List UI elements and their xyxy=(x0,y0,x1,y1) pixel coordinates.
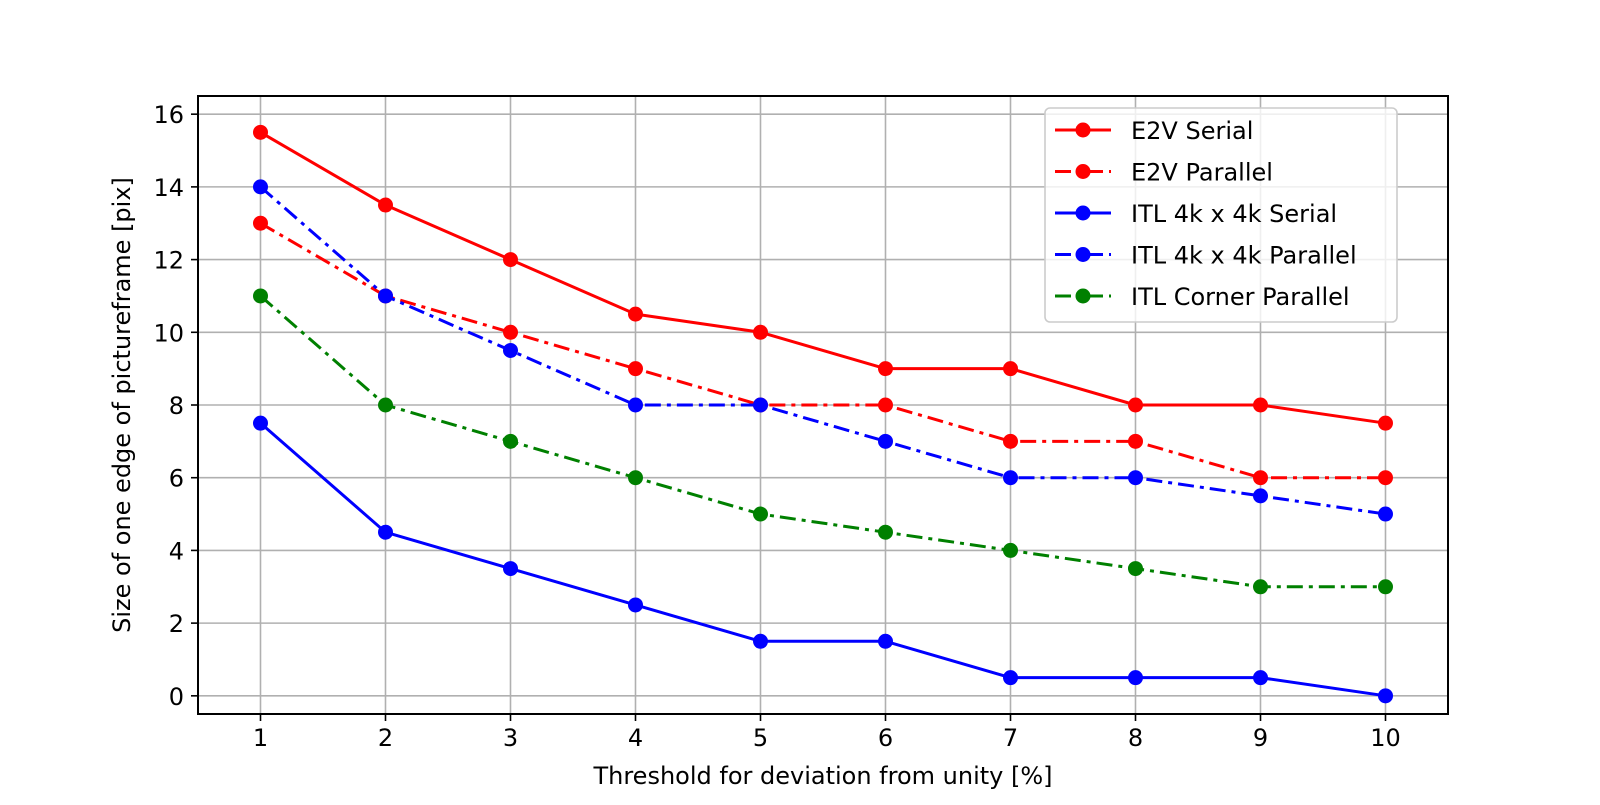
data-point xyxy=(253,179,268,195)
x-tick-label: 9 xyxy=(1253,724,1268,752)
y-tick-label: 16 xyxy=(153,101,184,129)
y-tick-label: 0 xyxy=(169,683,184,711)
data-point xyxy=(1253,488,1268,504)
legend-marker xyxy=(1075,164,1091,179)
legend-label: E2V Serial xyxy=(1131,117,1253,145)
data-point xyxy=(253,415,268,431)
data-point xyxy=(1128,470,1143,486)
data-point xyxy=(1003,542,1018,558)
data-point xyxy=(878,633,893,649)
data-point xyxy=(753,324,768,340)
data-point xyxy=(378,288,393,304)
data-point xyxy=(628,470,643,486)
legend-item: ITL 4k x 4k Serial xyxy=(1055,200,1337,228)
y-tick-label: 10 xyxy=(153,319,184,347)
data-point xyxy=(628,597,643,613)
data-point xyxy=(1128,670,1143,686)
legend-item: ITL 4k x 4k Parallel xyxy=(1055,242,1357,270)
data-point xyxy=(1128,433,1143,449)
data-point xyxy=(878,433,893,449)
data-point xyxy=(503,252,518,268)
y-tick-label: 6 xyxy=(169,465,184,493)
y-tick-label: 4 xyxy=(169,537,184,565)
legend-label: E2V Parallel xyxy=(1131,159,1273,187)
legend-item: ITL Corner Parallel xyxy=(1055,283,1350,311)
y-axis-label: Size of one edge of pictureframe [pix] xyxy=(108,177,136,633)
data-point xyxy=(1003,361,1018,377)
legend-marker xyxy=(1075,247,1091,262)
series-4 xyxy=(253,179,1393,522)
series-1 xyxy=(253,124,1393,431)
data-point xyxy=(1128,397,1143,413)
data-point xyxy=(1003,433,1018,449)
y-tick-label: 14 xyxy=(153,174,184,202)
data-point xyxy=(378,397,393,413)
data-point xyxy=(753,397,768,413)
data-point xyxy=(628,306,643,322)
data-point xyxy=(628,361,643,377)
data-point xyxy=(1128,561,1143,577)
series-line xyxy=(259,422,1386,698)
data-point xyxy=(253,288,268,304)
series-line xyxy=(259,294,1386,589)
legend-marker xyxy=(1075,288,1091,304)
data-point xyxy=(878,397,893,413)
y-tick-label: 2 xyxy=(169,610,184,638)
x-tick-label: 7 xyxy=(1003,724,1018,752)
data-point xyxy=(1003,470,1018,486)
data-point xyxy=(1378,688,1393,704)
y-tick-label: 8 xyxy=(169,392,184,420)
series-layer xyxy=(253,124,1393,704)
data-point xyxy=(1378,579,1393,595)
data-point xyxy=(753,633,768,649)
data-point xyxy=(378,197,393,213)
x-tick-label: 8 xyxy=(1128,724,1143,752)
data-point xyxy=(628,397,643,413)
data-point xyxy=(378,524,393,540)
data-point xyxy=(878,524,893,540)
data-point xyxy=(1253,670,1268,686)
data-point xyxy=(1253,579,1268,595)
data-point xyxy=(1253,397,1268,413)
data-point xyxy=(253,124,268,140)
x-tick-label: 4 xyxy=(628,724,643,752)
x-tick-label: 5 xyxy=(753,724,768,752)
legend-marker xyxy=(1075,122,1091,138)
x-tick-label: 10 xyxy=(1370,724,1401,752)
legend-label: ITL Corner Parallel xyxy=(1131,283,1350,311)
x-tick-label: 6 xyxy=(878,724,893,752)
series-line xyxy=(259,131,1386,425)
legend-item: E2V Serial xyxy=(1055,117,1253,145)
x-tick-label: 3 xyxy=(503,724,518,752)
data-point xyxy=(1378,470,1393,486)
data-point xyxy=(503,324,518,340)
legend-marker xyxy=(1075,205,1091,221)
x-tick-label: 1 xyxy=(253,724,268,752)
series-5 xyxy=(253,288,1393,595)
data-point xyxy=(878,361,893,377)
data-point xyxy=(1378,506,1393,522)
x-axis-label: Threshold for deviation from unity [%] xyxy=(592,762,1052,790)
legend-item: E2V Parallel xyxy=(1055,159,1273,187)
data-point xyxy=(1003,670,1018,686)
data-point xyxy=(1378,415,1393,431)
grid xyxy=(198,96,1448,714)
data-point xyxy=(253,215,268,231)
data-point xyxy=(503,561,518,577)
legend-label: ITL 4k x 4k Parallel xyxy=(1131,242,1357,270)
series-3 xyxy=(253,415,1393,704)
legend-label: ITL 4k x 4k Serial xyxy=(1131,200,1337,228)
data-point xyxy=(503,433,518,449)
series-line xyxy=(259,185,1386,516)
data-point xyxy=(753,506,768,522)
legend: E2V Serial E2V Parallel ITL 4k x 4k Serial… xyxy=(1044,107,1398,323)
y-tick-label: 12 xyxy=(153,247,184,275)
data-point xyxy=(1253,470,1268,486)
x-tick-label: 2 xyxy=(378,724,393,752)
legend-box xyxy=(1044,107,1398,323)
data-point xyxy=(503,342,518,358)
